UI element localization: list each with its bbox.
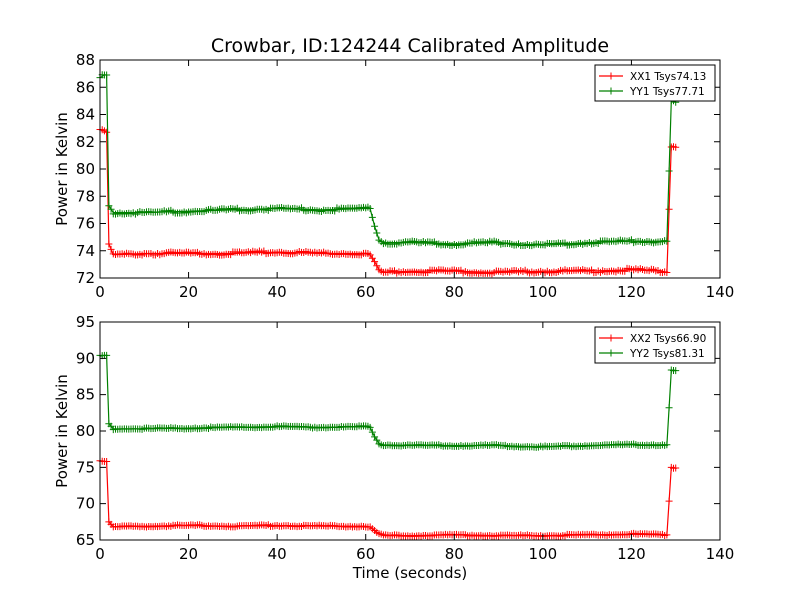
x-tick-label: 80 — [445, 283, 464, 301]
data-point-marker — [663, 441, 671, 449]
data-point-marker — [663, 269, 671, 277]
y-tick-label: 74 — [76, 242, 95, 260]
x-tick-label: 100 — [529, 545, 558, 563]
legend-label: YY2 Tsys81.31 — [629, 348, 705, 360]
x-tick-label: 120 — [617, 283, 646, 301]
legend-marker — [607, 334, 615, 342]
legend-box — [594, 64, 716, 102]
bottom-plot-panel: 0 20 40 60 80 100 120 140 65 70 75 80 85 90 95 Power in… — [53, 313, 734, 582]
series-xx1 — [96, 125, 680, 278]
series-xx2 — [96, 457, 680, 540]
data-point-marker — [103, 71, 111, 79]
legend-label: XX1 Tsys74.13 — [630, 71, 706, 83]
y-tick-label: 78 — [76, 187, 95, 205]
legend: XX1 Tsys74.13 YY1 Tsys77.71 — [594, 64, 716, 102]
data-point-marker — [105, 240, 113, 248]
x-tick-label: 140 — [706, 283, 735, 301]
legend-marker — [607, 72, 615, 80]
x-tick-label: 20 — [179, 283, 198, 301]
data-point-marker — [665, 404, 673, 412]
data-point-marker — [371, 222, 379, 230]
data-point-marker — [107, 205, 115, 213]
data-point-marker — [107, 245, 115, 253]
y-tick-label: 85 — [76, 386, 95, 404]
y-tick-label: 80 — [76, 422, 95, 440]
y-tick-label: 82 — [76, 133, 95, 151]
x-tick-label: 20 — [179, 545, 198, 563]
data-point-marker — [103, 458, 111, 466]
data-point-marker — [665, 497, 673, 505]
y-tick-label: 72 — [76, 269, 95, 287]
legend-marker — [607, 349, 615, 357]
series-yy1 — [96, 71, 680, 250]
x-tick-label: 0 — [95, 545, 105, 563]
series-yy2 — [96, 351, 680, 451]
y-tick-label: 88 — [76, 51, 95, 69]
x-tick-label: 40 — [268, 283, 287, 301]
y-tick-label: 84 — [76, 106, 95, 124]
legend-label: XX2 Tsys66.90 — [630, 333, 706, 345]
data-point-marker — [672, 464, 680, 472]
x-tick-label: 40 — [268, 545, 287, 563]
x-tick-label: 80 — [445, 545, 464, 563]
legend-box — [594, 326, 716, 364]
x-tick-label: 140 — [706, 545, 735, 563]
y-tick-label: 76 — [76, 215, 95, 233]
y-tick-label: 80 — [76, 160, 95, 178]
data-point-marker — [663, 237, 671, 245]
y-tick-label: 95 — [76, 313, 95, 331]
x-axis-label: Time (seconds) — [352, 564, 468, 582]
data-point-marker — [373, 262, 381, 270]
data-point-marker — [672, 143, 680, 151]
data-point-marker — [366, 205, 374, 213]
legend-label: YY1 Tsys77.71 — [629, 86, 705, 98]
y-tick-label: 90 — [76, 349, 95, 367]
y-tick-label: 75 — [76, 458, 95, 476]
y-axis-label: Power in Kelvin — [53, 112, 71, 226]
data-point-marker — [373, 229, 381, 237]
y-tick-label: 70 — [76, 495, 95, 513]
data-point-marker — [103, 351, 111, 359]
chart-title: Crowbar, ID:124244 Calibrated Amplitude — [211, 35, 609, 57]
y-tick-label: 65 — [76, 531, 95, 549]
data-point-marker — [368, 213, 376, 221]
legend: XX2 Tsys66.90 YY2 Tsys81.31 — [594, 326, 716, 364]
y-axis-label: Power in Kelvin — [53, 374, 71, 488]
legend-marker — [607, 87, 615, 95]
x-tick-label: 120 — [617, 545, 646, 563]
data-point-marker — [368, 428, 376, 436]
x-tick-label: 60 — [356, 283, 375, 301]
data-point-marker — [665, 167, 673, 175]
data-point-marker — [373, 436, 381, 444]
top-plot-panel: 0 20 40 60 80 100 120 140 72 74 76 78 80 82 84 86 88 Powe… — [53, 51, 734, 301]
data-point-marker — [663, 531, 671, 539]
data-point-marker — [672, 367, 680, 375]
x-tick-label: 60 — [356, 545, 375, 563]
x-tick-label: 100 — [529, 283, 558, 301]
data-point-marker — [103, 128, 111, 136]
data-point-marker — [366, 423, 374, 431]
data-point-marker — [371, 258, 379, 266]
data-point-marker — [665, 205, 673, 213]
y-tick-label: 86 — [76, 78, 95, 96]
x-tick-label: 0 — [95, 283, 105, 301]
